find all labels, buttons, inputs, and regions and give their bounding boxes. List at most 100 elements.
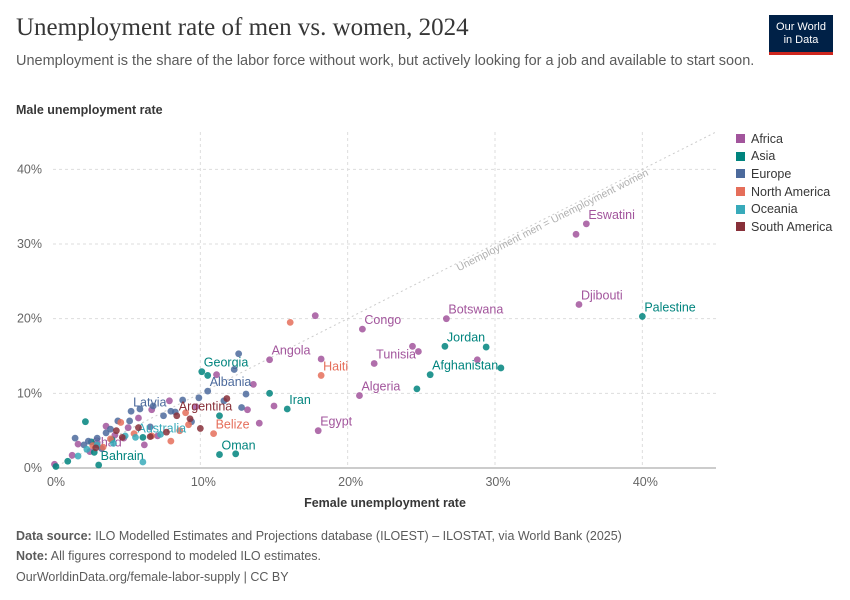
data-point[interactable]	[314, 427, 322, 435]
data-point[interactable]	[582, 220, 590, 228]
data-point[interactable]	[497, 364, 505, 372]
data-point[interactable]	[92, 444, 100, 452]
data-point[interactable]	[572, 230, 580, 238]
data-point[interactable]	[370, 360, 378, 367]
data-point[interactable]	[482, 343, 490, 351]
data-point[interactable]	[235, 350, 243, 358]
data-point[interactable]	[165, 397, 173, 405]
data-point[interactable]	[83, 445, 91, 453]
data-point[interactable]	[442, 315, 450, 323]
data-point[interactable]	[413, 385, 421, 393]
data-point[interactable]	[204, 372, 212, 379]
data-point[interactable]	[157, 431, 164, 438]
data-point[interactable]	[216, 412, 223, 420]
legend-label: North America	[751, 184, 831, 199]
data-point[interactable]	[286, 319, 294, 326]
data-point[interactable]	[179, 396, 187, 404]
data-point[interactable]	[135, 414, 142, 422]
data-point[interactable]	[242, 390, 250, 398]
legend-item[interactable]: Europe	[736, 165, 832, 183]
data-point[interactable]	[409, 342, 416, 350]
data-point[interactable]	[64, 457, 72, 465]
data-point[interactable]	[270, 402, 278, 410]
data-point[interactable]	[216, 451, 223, 458]
data-point[interactable]	[232, 450, 240, 458]
data-point[interactable]	[118, 433, 126, 441]
data-point[interactable]	[102, 429, 110, 437]
data-point[interactable]	[117, 419, 125, 426]
data-point[interactable]	[266, 389, 273, 397]
data-point[interactable]	[126, 417, 134, 425]
legend-item[interactable]: South America	[736, 218, 832, 236]
data-point[interactable]	[638, 313, 646, 320]
data-point[interactable]	[196, 425, 204, 432]
data-point[interactable]	[244, 406, 251, 414]
data-point[interactable]	[176, 427, 184, 435]
data-point[interactable]	[213, 371, 220, 379]
legend-item[interactable]: Oceania	[736, 200, 832, 218]
data-point[interactable]	[317, 355, 325, 363]
data-point[interactable]	[135, 424, 142, 432]
data-point[interactable]	[185, 421, 192, 429]
data-point[interactable]	[249, 380, 257, 388]
data-point[interactable]	[238, 404, 245, 411]
data-point[interactable]	[283, 405, 291, 413]
data-point[interactable]	[173, 412, 181, 420]
data-point[interactable]	[192, 403, 200, 411]
data-point[interactable]	[198, 368, 206, 376]
data-point[interactable]	[136, 405, 144, 413]
legend-item[interactable]: Asia	[736, 148, 832, 166]
data-point[interactable]	[139, 458, 147, 466]
data-point[interactable]	[124, 424, 132, 432]
data-point[interactable]	[230, 366, 238, 373]
legend-item[interactable]: Africa	[736, 130, 832, 148]
data-point[interactable]	[68, 451, 76, 459]
data-point[interactable]	[186, 415, 194, 423]
data-point[interactable]	[112, 427, 120, 435]
data-point[interactable]	[127, 407, 135, 415]
data-point[interactable]	[146, 423, 154, 431]
footer-url[interactable]: OurWorldinData.org/female-labor-supply |…	[16, 570, 289, 584]
owid-logo[interactable]: Our World in Data	[769, 15, 833, 55]
data-point[interactable]	[311, 312, 319, 320]
data-point[interactable]	[473, 356, 481, 364]
data-point[interactable]	[356, 392, 363, 399]
data-point[interactable]	[195, 394, 203, 402]
data-point[interactable]	[149, 402, 157, 410]
data-point[interactable]	[266, 356, 273, 364]
data-point[interactable]	[139, 433, 147, 441]
data-point[interactable]	[160, 412, 167, 420]
data-point[interactable]	[255, 419, 263, 427]
legend-label: Africa	[751, 131, 783, 146]
data-point[interactable]	[93, 434, 101, 442]
legend[interactable]: Africa Asia Europe North America Oceania Sout…	[736, 130, 832, 236]
data-point[interactable]	[441, 342, 449, 350]
data-point[interactable]	[110, 439, 117, 447]
data-point[interactable]	[167, 437, 175, 445]
data-point[interactable]	[99, 443, 107, 451]
data-point[interactable]	[74, 452, 82, 460]
data-point[interactable]	[317, 372, 325, 379]
data-point[interactable]	[95, 461, 103, 469]
data-point[interactable]	[223, 395, 231, 402]
source-text[interactable]: ILO Modelled Estimates and Projections d…	[95, 529, 622, 543]
data-point[interactable]	[210, 430, 217, 438]
legend-item[interactable]: North America	[736, 183, 832, 201]
data-point[interactable]	[163, 428, 170, 436]
data-point[interactable]	[140, 441, 148, 449]
data-point[interactable]	[82, 418, 89, 426]
data-point[interactable]	[359, 325, 366, 333]
data-point[interactable]	[204, 387, 212, 395]
legend-swatch	[736, 169, 745, 179]
data-point[interactable]	[52, 463, 60, 470]
data-point[interactable]	[132, 433, 139, 441]
data-point[interactable]	[182, 409, 190, 417]
data-point[interactable]	[71, 434, 79, 442]
data-point[interactable]	[146, 433, 154, 441]
data-point[interactable]	[414, 348, 422, 355]
data-point[interactable]	[426, 371, 434, 379]
data-point[interactable]	[575, 301, 583, 308]
y-tick-label: 0%	[24, 461, 42, 475]
data-point[interactable]	[74, 440, 82, 448]
